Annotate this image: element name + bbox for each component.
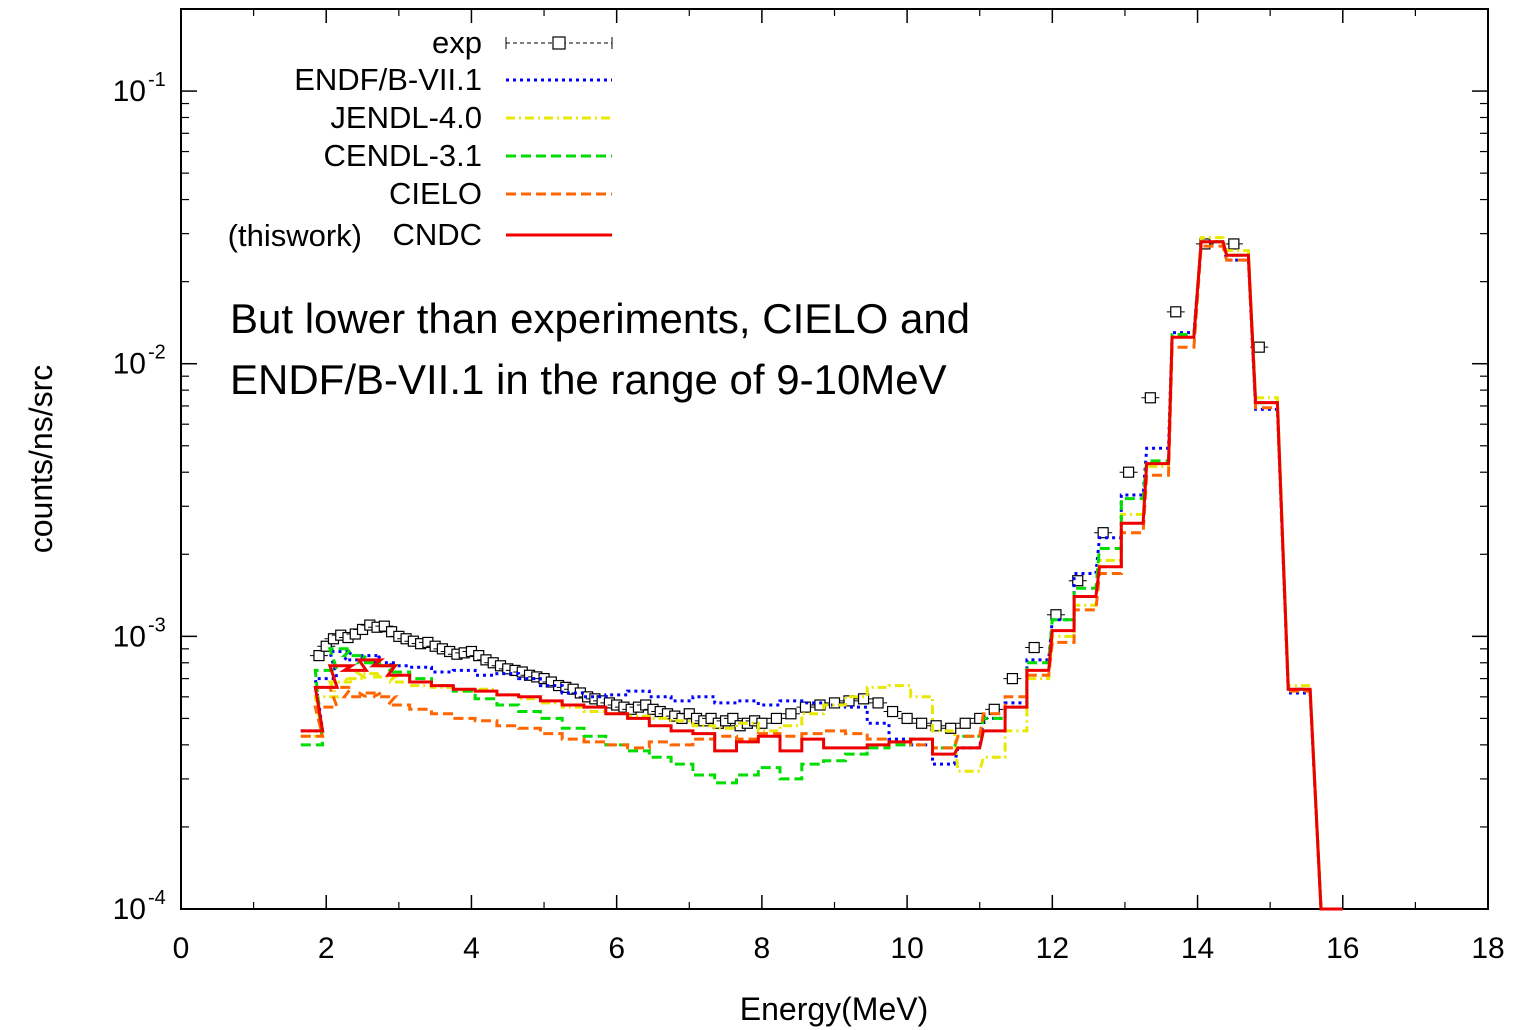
exp-point: [313, 650, 325, 662]
exp-point: [1006, 672, 1018, 685]
exp-point: [785, 708, 797, 720]
exp-point: [901, 712, 913, 725]
exp-point: [857, 693, 870, 705]
series-exp: [309, 238, 1269, 734]
exp-point: [1050, 609, 1062, 621]
exp-point: [320, 640, 332, 652]
exp-point: [1122, 466, 1135, 478]
legend-prefix: (thiswork): [228, 218, 362, 253]
exp-point: [770, 712, 783, 725]
exp-point: [1170, 306, 1182, 318]
exp-point: [886, 705, 899, 718]
exp-point: [1028, 641, 1040, 654]
x-tick-label: 2: [318, 932, 335, 965]
exp-point: [945, 722, 957, 734]
exp-point: [872, 697, 884, 709]
series-line-4: [300, 244, 1343, 911]
exp-point: [1228, 238, 1240, 250]
y-tick-exponent: -3: [148, 614, 166, 636]
series-line-5: [300, 240, 1343, 911]
legend-label: JENDL-4.0: [330, 100, 482, 135]
x-tick-label: 10: [890, 932, 923, 965]
legend-label: exp: [432, 25, 482, 60]
y-axis-title: counts/ns/src: [23, 365, 59, 554]
exp-point: [828, 697, 841, 709]
y-tick-exponent: -1: [148, 69, 166, 91]
y-tick-label: 10: [113, 893, 146, 926]
annotation-line-2: ENDF/B-VII.1 in the range of 9-10MeV: [230, 356, 947, 403]
legend-label: CNDC: [392, 217, 482, 252]
legend-label: CIELO: [389, 176, 482, 211]
exp-point: [916, 717, 928, 729]
exp-point: [727, 712, 739, 725]
y-tick-label: 10: [113, 620, 146, 653]
x-tick-label: 14: [1181, 932, 1214, 965]
exp-point: [1097, 527, 1109, 539]
y-tick-exponent: -2: [148, 342, 166, 364]
exp-point: [1253, 341, 1265, 353]
exp-point: [1144, 392, 1156, 404]
legend-swatch-marker: [552, 36, 566, 50]
x-tick-label: 18: [1471, 932, 1504, 965]
x-tick-label: 12: [1036, 932, 1069, 965]
exp-point: [1072, 575, 1084, 587]
annotation-line-1: But lower than experiments, CIELO and: [230, 295, 970, 342]
exp-point: [959, 717, 971, 729]
exp-point: [756, 717, 768, 729]
y-tick-label: 10: [113, 75, 146, 108]
x-axis-title: Energy(MeV): [740, 991, 929, 1027]
y-tick-exponent: -4: [148, 887, 166, 909]
x-tick-label: 6: [608, 932, 625, 965]
x-tick-label: 0: [173, 932, 190, 965]
legend-label: CENDL-3.1: [324, 138, 483, 173]
x-tick-label: 8: [754, 932, 771, 965]
x-tick-label: 16: [1326, 932, 1359, 965]
y-tick-label: 10: [113, 348, 146, 381]
exp-point: [843, 695, 855, 707]
series-layer: [300, 236, 1343, 911]
x-tick-label: 4: [463, 932, 480, 965]
legend-label: ENDF/B-VII.1: [294, 62, 482, 97]
